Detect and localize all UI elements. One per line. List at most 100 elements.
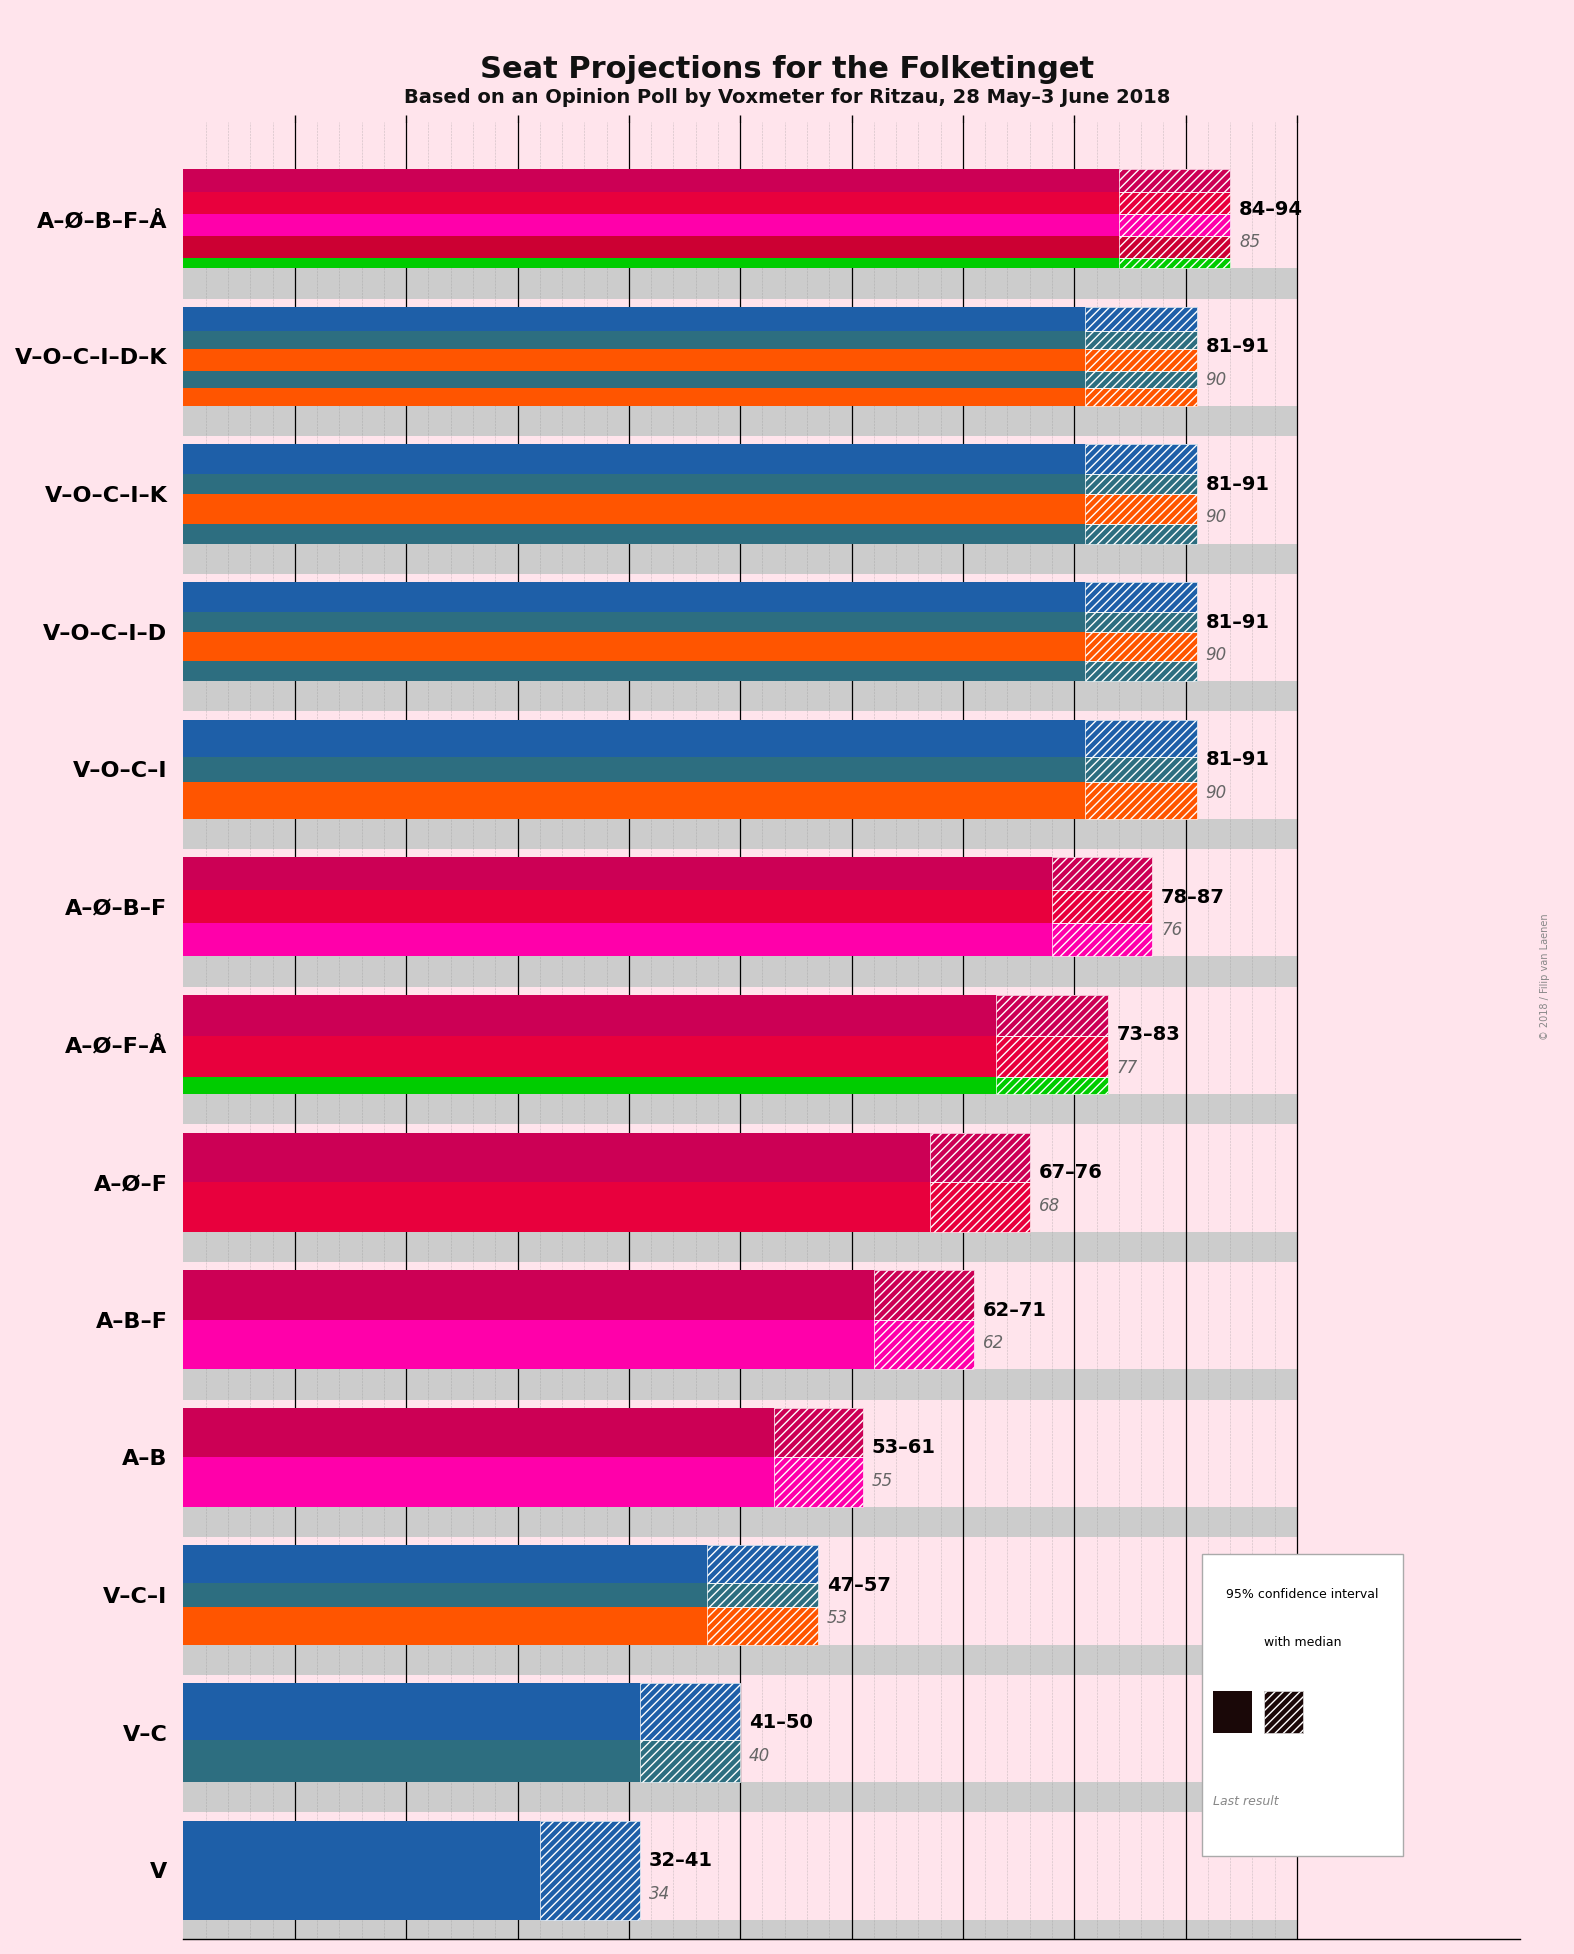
- Bar: [1086, 444, 1196, 475]
- Text: 81–91: 81–91: [1206, 750, 1270, 770]
- Bar: [1086, 719, 1196, 756]
- Bar: [184, 1821, 1297, 1919]
- Text: © 2018 / Filip van Laenen: © 2018 / Filip van Laenen: [1541, 914, 1550, 1040]
- Bar: [184, 631, 1086, 660]
- Bar: [1119, 236, 1231, 258]
- Bar: [184, 1458, 773, 1507]
- Bar: [1086, 524, 1196, 543]
- Bar: [1051, 858, 1152, 891]
- Bar: [1086, 389, 1196, 406]
- Bar: [996, 1036, 1108, 1077]
- Bar: [707, 1606, 818, 1645]
- Bar: [996, 1036, 1108, 1077]
- Bar: [930, 1133, 1029, 1182]
- Bar: [707, 1546, 818, 1583]
- Bar: [184, 1407, 1297, 1507]
- Bar: [184, 258, 1119, 268]
- Bar: [930, 1182, 1029, 1231]
- Bar: [1086, 756, 1196, 782]
- Bar: [773, 1458, 863, 1507]
- Bar: [184, 612, 1086, 631]
- Bar: [996, 995, 1108, 1036]
- Bar: [996, 995, 1108, 1036]
- Bar: [641, 1741, 740, 1782]
- Bar: [996, 1077, 1108, 1094]
- Bar: [184, 1133, 930, 1182]
- Bar: [773, 1458, 863, 1507]
- Text: 55: 55: [872, 1471, 892, 1489]
- Bar: [1086, 719, 1196, 756]
- Bar: [641, 1682, 740, 1741]
- Text: 90: 90: [1206, 371, 1226, 389]
- Bar: [641, 1682, 740, 1741]
- Bar: [1119, 170, 1231, 191]
- Bar: [641, 1682, 740, 1741]
- Bar: [184, 1741, 641, 1782]
- Bar: [184, 1182, 930, 1231]
- Bar: [1119, 213, 1231, 236]
- Bar: [707, 1583, 818, 1606]
- Bar: [1086, 756, 1196, 782]
- Bar: [184, 475, 1086, 494]
- Bar: [184, 406, 1297, 436]
- Bar: [184, 1919, 1297, 1950]
- Bar: [874, 1319, 974, 1370]
- Text: 90: 90: [1206, 784, 1226, 801]
- Text: 62: 62: [982, 1335, 1004, 1352]
- Bar: [184, 719, 1297, 819]
- Bar: [1086, 612, 1196, 631]
- Bar: [930, 1133, 1029, 1182]
- Bar: [184, 858, 1297, 956]
- Text: Seat Projections for the Folketinget: Seat Projections for the Folketinget: [480, 55, 1094, 84]
- Bar: [1119, 191, 1231, 213]
- Bar: [707, 1606, 818, 1645]
- Bar: [1086, 475, 1196, 494]
- Bar: [1086, 756, 1196, 782]
- Bar: [1051, 924, 1152, 956]
- Bar: [1086, 389, 1196, 406]
- Bar: [184, 582, 1086, 612]
- Bar: [773, 1407, 863, 1458]
- Bar: [1086, 307, 1196, 330]
- Bar: [184, 582, 1297, 682]
- Bar: [1119, 236, 1231, 258]
- Bar: [184, 444, 1086, 475]
- Bar: [1086, 582, 1196, 612]
- Bar: [1119, 170, 1231, 191]
- Text: 41–50: 41–50: [749, 1714, 814, 1733]
- Bar: [1119, 258, 1231, 268]
- Bar: [184, 891, 1051, 924]
- Bar: [184, 1546, 1297, 1645]
- Bar: [1051, 891, 1152, 924]
- Bar: [540, 1821, 641, 1919]
- Bar: [1086, 330, 1196, 348]
- Text: 76: 76: [1162, 920, 1182, 940]
- Bar: [1086, 524, 1196, 543]
- Bar: [1119, 236, 1231, 258]
- Bar: [773, 1407, 863, 1458]
- Text: 95% confidence interval: 95% confidence interval: [1226, 1589, 1379, 1600]
- Bar: [184, 1821, 540, 1919]
- Text: 77: 77: [1116, 1059, 1138, 1077]
- Bar: [184, 719, 1086, 756]
- Bar: [1051, 891, 1152, 924]
- Bar: [1086, 475, 1196, 494]
- Bar: [184, 170, 1297, 268]
- Text: 67–76: 67–76: [1039, 1163, 1102, 1182]
- Bar: [184, 1682, 641, 1741]
- Bar: [184, 307, 1086, 330]
- Bar: [1086, 660, 1196, 682]
- Bar: [1086, 330, 1196, 348]
- Bar: [1086, 348, 1196, 371]
- Bar: [1086, 371, 1196, 389]
- Bar: [184, 1682, 1297, 1782]
- Bar: [1086, 371, 1196, 389]
- Bar: [1086, 348, 1196, 371]
- Bar: [1086, 612, 1196, 631]
- Bar: [184, 524, 1086, 543]
- Bar: [707, 1546, 818, 1583]
- Bar: [1086, 612, 1196, 631]
- Bar: [1051, 858, 1152, 891]
- Bar: [1051, 891, 1152, 924]
- Bar: [707, 1583, 818, 1606]
